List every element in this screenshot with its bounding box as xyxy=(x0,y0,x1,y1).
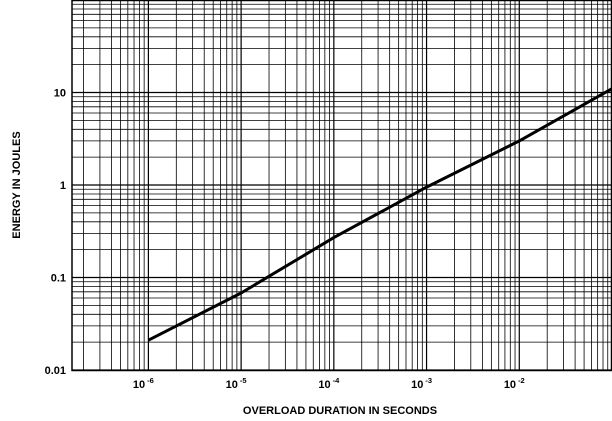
series-group xyxy=(147,87,612,342)
x-tick-labels: 10 -6 10 -5 10 -4 10 -3 10 -2 xyxy=(133,376,525,391)
series-line xyxy=(147,87,612,342)
grid-lines xyxy=(72,0,612,371)
y-tick-label: 10 xyxy=(54,88,66,100)
x-tick-label: 10 -3 xyxy=(411,376,432,391)
x-tick-label: 10 -6 xyxy=(133,376,154,391)
x-tick-label: 10 -2 xyxy=(504,376,525,391)
y-tick-label: 1 xyxy=(60,180,66,192)
y-tick-label: 0.01 xyxy=(45,365,66,377)
x-tick-label: 10 -5 xyxy=(226,376,247,391)
y-tick-labels: 0.01 0.1 1 10 xyxy=(45,88,66,378)
x-axis-label: OVERLOAD DURATION IN SECONDS xyxy=(243,405,437,417)
x-tick-label: 10 -4 xyxy=(318,376,340,391)
y-tick-label: 0.1 xyxy=(51,273,66,285)
y-axis-label: ENERGY IN JOULES xyxy=(11,131,23,238)
